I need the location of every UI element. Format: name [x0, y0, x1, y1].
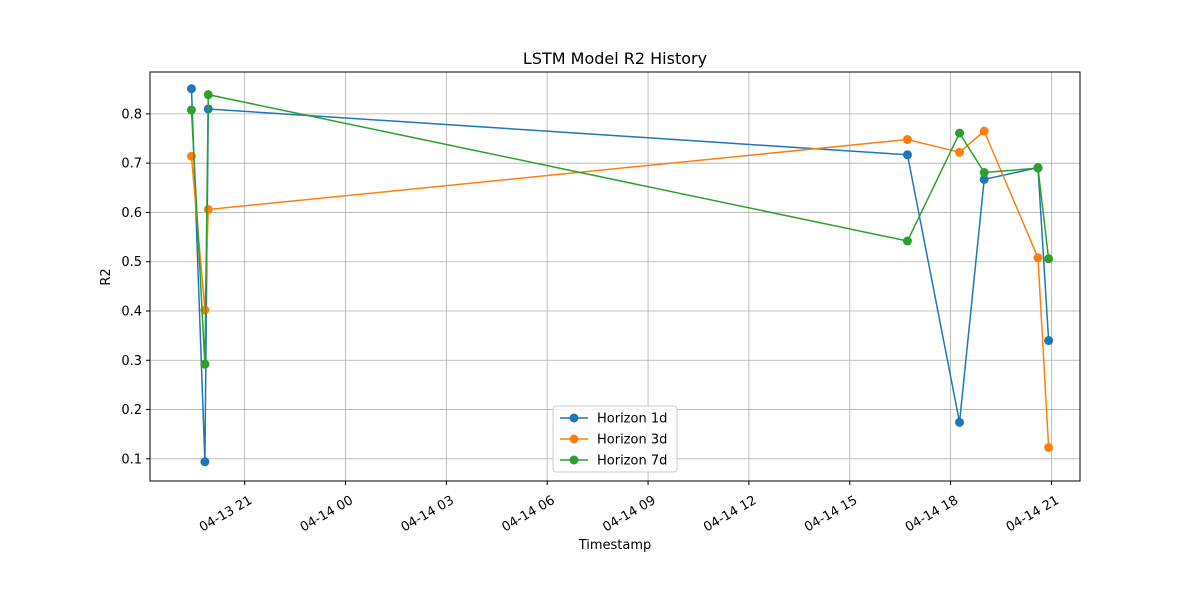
data-point — [200, 457, 210, 467]
x-tick-label: 04-14 21 — [1004, 493, 1062, 535]
x-axis-label: Timestamp — [578, 538, 652, 553]
data-point — [186, 105, 196, 115]
x-tick-label: 04-14 00 — [298, 493, 356, 535]
chart-title: LSTM Model R2 History — [523, 49, 707, 68]
x-tick-label: 04-14 09 — [600, 493, 658, 535]
data-point — [955, 417, 965, 427]
data-point — [902, 236, 912, 246]
y-tick-label: 0.5 — [121, 255, 142, 270]
series-2 — [186, 90, 1054, 369]
x-tick-label: 04-14 03 — [399, 493, 457, 535]
x-tick-label: 04-13 21 — [197, 493, 255, 535]
y-axis-ticks: 0.1 0.2 0.3 0.4 0.5 0.6 0.7 0.8 — [121, 107, 150, 467]
y-tick-label: 0.4 — [121, 304, 142, 319]
grid — [150, 72, 1080, 481]
x-tick-label: 04-14 18 — [903, 493, 961, 535]
legend-label: Horizon 3d — [597, 433, 667, 448]
legend-label: Horizon 1d — [597, 412, 667, 427]
data-point — [200, 359, 210, 369]
data-point — [979, 168, 989, 178]
data-point — [1033, 253, 1043, 263]
x-tick-label: 04-14 12 — [701, 493, 759, 535]
series-1 — [186, 126, 1054, 452]
data-point — [186, 84, 196, 94]
x-tick-label: 04-14 06 — [499, 493, 557, 535]
legend-label: Horizon 7d — [597, 454, 667, 469]
legend-swatch-marker — [569, 455, 579, 465]
plot-frame — [149, 71, 1081, 482]
legend-box — [552, 405, 678, 473]
data-point — [979, 126, 989, 136]
legend-item: Horizon 3d — [560, 433, 667, 448]
x-axis-ticks: 04-13 21 04-14 00 04-14 03 04-14 06 04-14 09… — [197, 481, 1062, 535]
y-tick-label: 0.1 — [121, 452, 142, 467]
data-point — [902, 135, 912, 145]
y-tick-label: 0.7 — [121, 157, 142, 172]
y-tick-label: 0.8 — [121, 107, 142, 122]
y-tick-label: 0.2 — [121, 403, 142, 418]
data-point — [902, 150, 912, 160]
legend-item: Horizon 1d — [560, 412, 667, 427]
legend: Horizon 1d Horizon 3d Horizon 7d — [552, 405, 678, 473]
data-point — [955, 128, 965, 138]
data-point — [1044, 442, 1054, 452]
data-point — [1044, 336, 1054, 346]
data-point — [979, 174, 989, 184]
data-point — [203, 204, 213, 214]
series-line — [190, 93, 1050, 365]
data-point — [203, 90, 213, 100]
legend-swatch-marker — [569, 413, 579, 423]
legend-swatch-marker — [569, 434, 579, 444]
x-tick-label: 04-14 15 — [802, 493, 860, 535]
legend-item: Horizon 7d — [560, 454, 667, 469]
data-point — [955, 147, 965, 157]
data-point — [1033, 163, 1043, 173]
data-point — [1044, 254, 1054, 264]
series-line — [190, 130, 1050, 448]
y-axis-label: R2 — [99, 268, 114, 285]
y-tick-label: 0.6 — [121, 206, 142, 221]
y-tick-label: 0.3 — [121, 354, 142, 369]
